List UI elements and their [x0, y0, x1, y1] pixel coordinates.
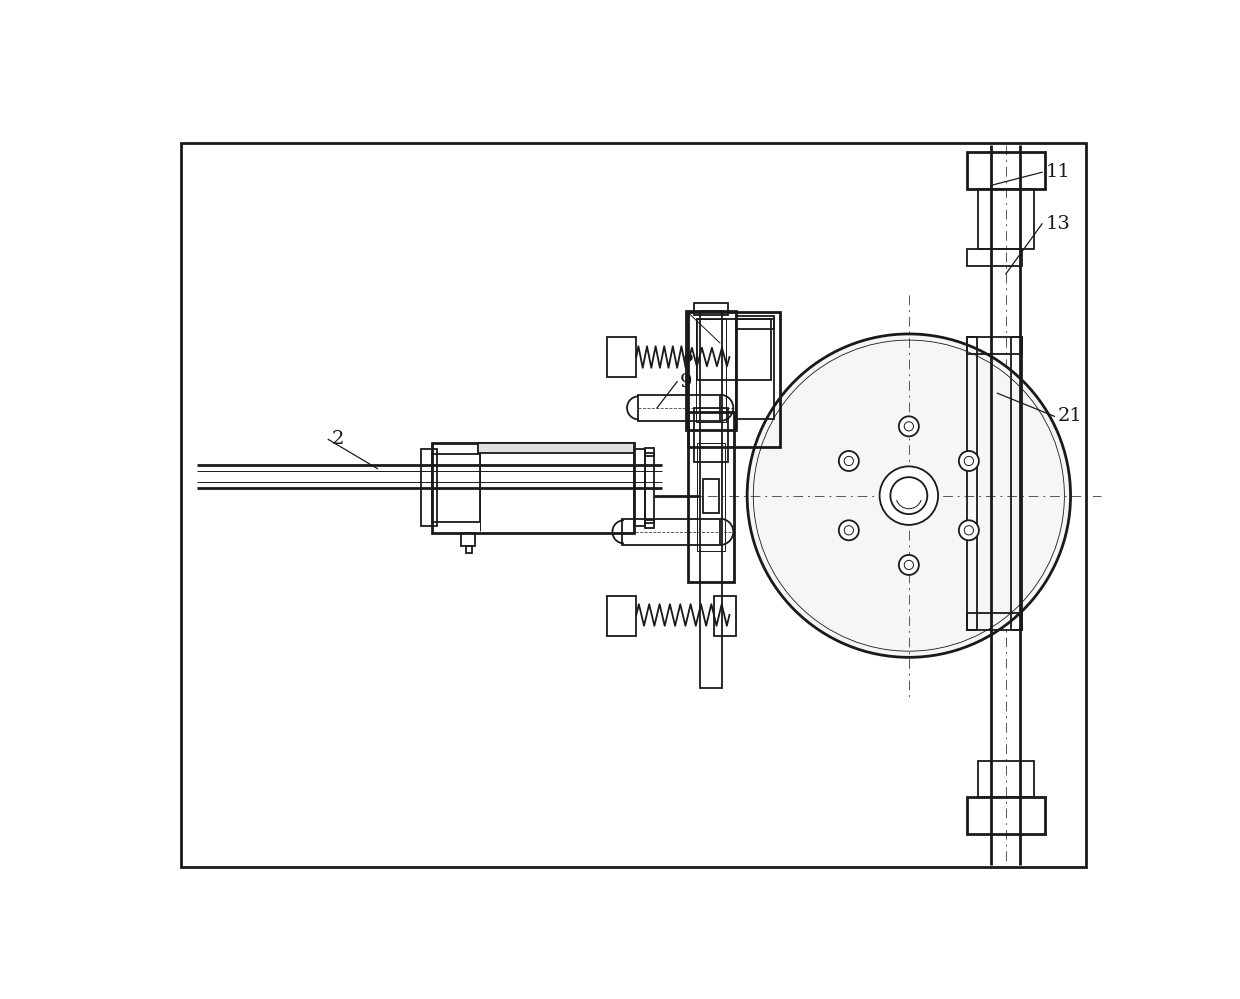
- Circle shape: [899, 417, 919, 437]
- Bar: [608, 595, 636, 635]
- Circle shape: [838, 520, 859, 540]
- Bar: [479, 444, 634, 453]
- Circle shape: [904, 560, 914, 569]
- Circle shape: [844, 457, 853, 466]
- Bar: [967, 797, 1045, 834]
- Text: 11: 11: [1045, 163, 1070, 181]
- Bar: [634, 450, 645, 526]
- Bar: [697, 444, 725, 551]
- Bar: [1012, 337, 1022, 629]
- Text: 13: 13: [1045, 215, 1070, 233]
- Bar: [645, 520, 653, 528]
- Bar: [694, 303, 728, 316]
- Text: 9: 9: [681, 373, 693, 391]
- Circle shape: [965, 457, 973, 466]
- Bar: [608, 337, 636, 377]
- Bar: [433, 444, 634, 532]
- Text: 2: 2: [331, 431, 343, 449]
- Bar: [735, 319, 774, 419]
- Bar: [637, 395, 720, 421]
- Circle shape: [838, 451, 859, 471]
- Circle shape: [904, 422, 914, 431]
- Circle shape: [959, 520, 978, 540]
- Bar: [703, 479, 719, 512]
- Circle shape: [748, 334, 1070, 657]
- Circle shape: [959, 451, 978, 471]
- Bar: [461, 532, 475, 546]
- Circle shape: [899, 554, 919, 575]
- Bar: [697, 319, 771, 381]
- Bar: [714, 595, 735, 635]
- Bar: [701, 311, 722, 688]
- Bar: [967, 337, 1022, 354]
- Bar: [422, 450, 436, 526]
- Bar: [622, 518, 720, 544]
- Bar: [978, 760, 1034, 797]
- Circle shape: [844, 525, 853, 534]
- Bar: [645, 453, 653, 523]
- Bar: [978, 189, 1034, 249]
- Circle shape: [890, 478, 928, 514]
- Bar: [967, 337, 977, 629]
- Bar: [967, 249, 1022, 266]
- Bar: [645, 448, 653, 456]
- Bar: [688, 413, 734, 581]
- Bar: [688, 313, 780, 448]
- Text: 21: 21: [1058, 408, 1083, 426]
- Bar: [696, 319, 727, 423]
- Bar: [433, 455, 480, 521]
- Bar: [694, 408, 728, 462]
- Bar: [466, 546, 472, 552]
- Circle shape: [965, 525, 973, 534]
- Circle shape: [879, 467, 939, 524]
- Bar: [735, 317, 774, 329]
- Bar: [967, 612, 1022, 629]
- Bar: [686, 311, 735, 431]
- Bar: [967, 152, 1045, 189]
